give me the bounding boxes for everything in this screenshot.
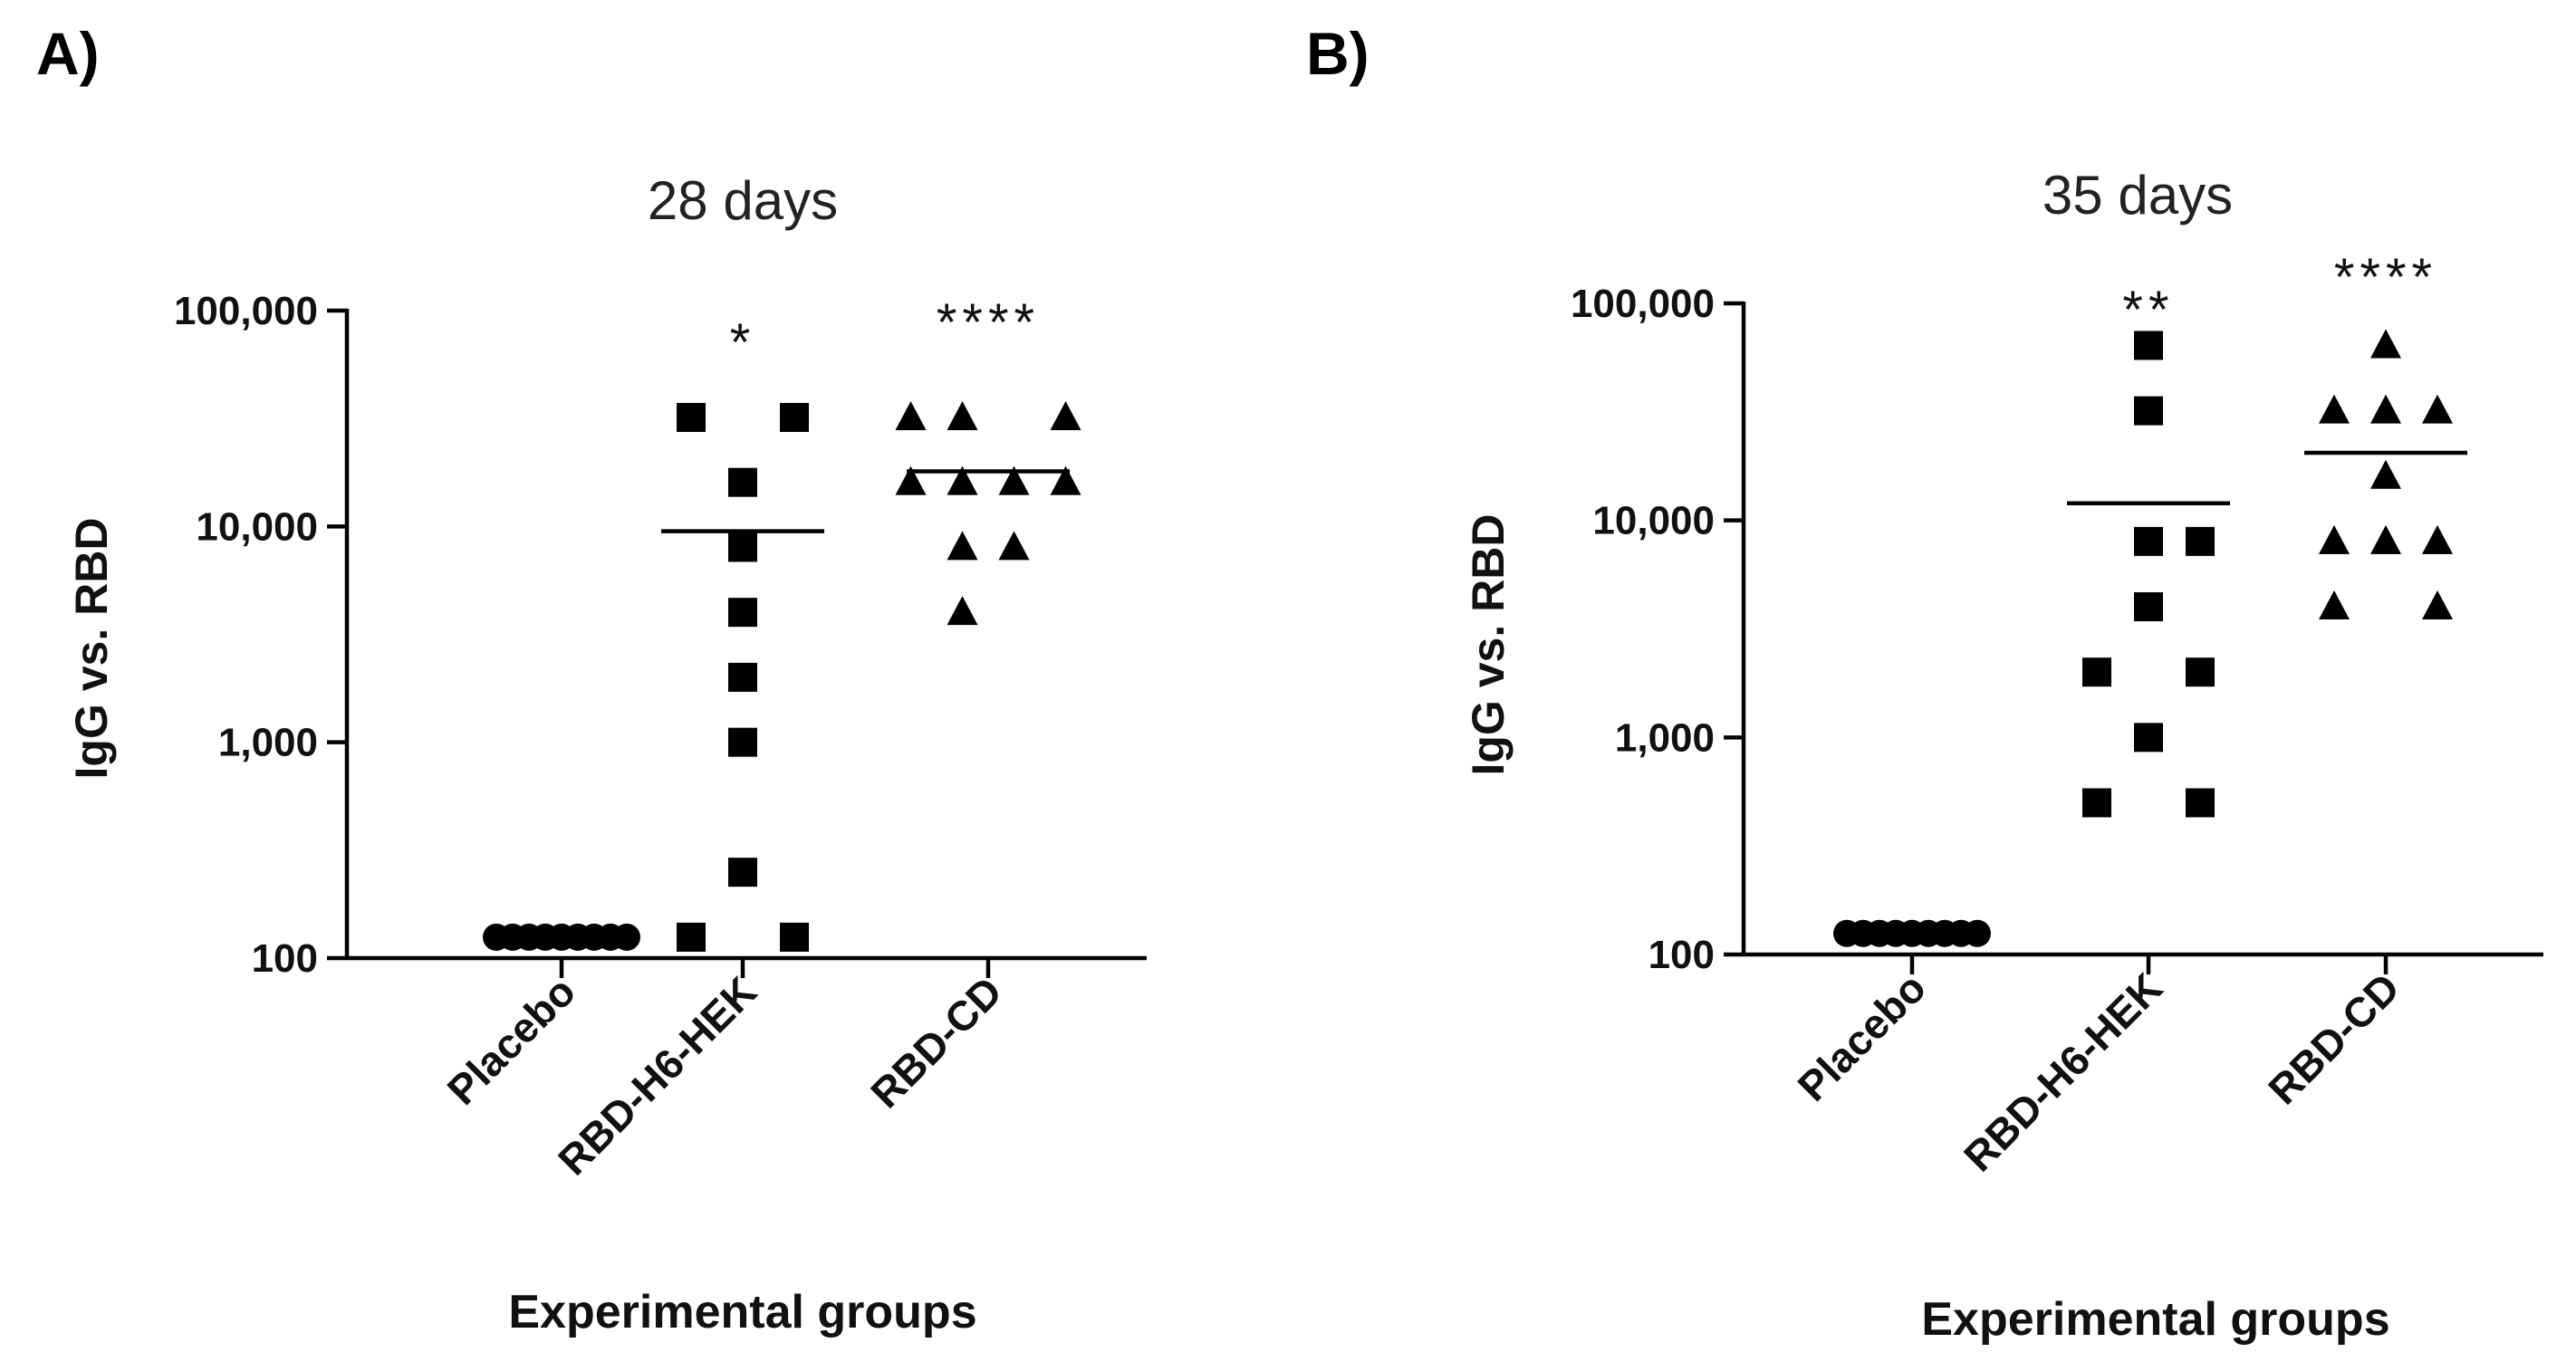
y-tick-labels: 100 1,000 10,000 100,000 bbox=[174, 289, 318, 981]
x-tick-label-rbd-cd: RBD-CD bbox=[2259, 964, 2408, 1113]
data-point bbox=[728, 467, 757, 497]
data-point bbox=[677, 922, 706, 952]
data-point bbox=[728, 727, 757, 757]
panel-a: A) 28 days IgG vs. RBD Experimental grou… bbox=[36, 20, 1147, 1338]
data-point bbox=[2134, 396, 2163, 426]
data-point bbox=[2422, 590, 2453, 620]
y-tick-label: 10,000 bbox=[196, 504, 318, 549]
data-point bbox=[2082, 788, 2111, 818]
data-point bbox=[780, 402, 809, 432]
data-point bbox=[2422, 524, 2453, 554]
data-point bbox=[728, 532, 757, 562]
data-point bbox=[2422, 394, 2453, 424]
panel-letter: B) bbox=[1306, 20, 1370, 87]
x-tick-label-placebo: Placebo bbox=[1789, 964, 1936, 1110]
data-point bbox=[998, 465, 1030, 495]
y-tick-label: 100 bbox=[1648, 933, 1715, 977]
y-axis-label: IgG vs. RBD bbox=[66, 518, 117, 780]
data-point bbox=[2319, 590, 2350, 620]
data-point bbox=[1050, 400, 1081, 430]
y-tick-label: 100 bbox=[252, 936, 318, 981]
panel-letter: A) bbox=[36, 20, 100, 87]
data-point bbox=[947, 596, 978, 626]
data-point bbox=[728, 598, 757, 628]
x-tick-labels: Placebo RBD-H6-HEK RBD-CD bbox=[438, 967, 1012, 1184]
y-tick-label: 100,000 bbox=[174, 289, 318, 333]
data-point bbox=[780, 922, 809, 952]
y-tick-label: 1,000 bbox=[218, 721, 318, 765]
data-point bbox=[895, 400, 927, 430]
data-point bbox=[998, 531, 1030, 561]
data-point bbox=[613, 923, 640, 951]
data-point bbox=[2319, 394, 2350, 424]
data-point bbox=[2134, 526, 2163, 556]
x-tick-labels: Placebo RBD-H6-HEK RBD-CD bbox=[1789, 964, 2409, 1180]
data-point bbox=[2186, 788, 2215, 818]
data-point bbox=[2134, 723, 2163, 753]
y-axis-label: IgG vs. RBD bbox=[1463, 514, 1514, 776]
data-point bbox=[1050, 465, 1081, 495]
significance-label: **** bbox=[2334, 248, 2437, 307]
y-tick-label: 10,000 bbox=[1592, 499, 1715, 543]
data-point bbox=[947, 400, 978, 430]
plot-area bbox=[1724, 301, 2543, 974]
significance-label: **** bbox=[937, 293, 1040, 352]
data-point bbox=[947, 531, 978, 561]
data-point bbox=[2082, 657, 2111, 687]
data-point bbox=[2319, 524, 2350, 554]
data-point bbox=[947, 465, 978, 495]
data-point bbox=[2134, 592, 2163, 622]
x-axis-label: Experimental groups bbox=[508, 1286, 976, 1338]
data-point bbox=[895, 465, 927, 495]
x-tick-label-rbd-cd: RBD-CD bbox=[861, 967, 1011, 1117]
data-point bbox=[728, 662, 757, 692]
data-point bbox=[2186, 657, 2215, 687]
y-tick-label: 1,000 bbox=[1615, 715, 1715, 760]
x-axis-label: Experimental groups bbox=[1921, 1293, 2389, 1346]
data-point bbox=[2134, 331, 2163, 360]
data-point bbox=[728, 858, 757, 887]
data-point bbox=[2370, 394, 2401, 424]
data-point bbox=[677, 402, 706, 432]
y-tick-labels: 100 1,000 10,000 100,000 bbox=[1571, 282, 1715, 977]
x-tick-label-rbd-h6-hek: RBD-H6-HEK bbox=[1955, 964, 2171, 1180]
data-point bbox=[2370, 459, 2401, 489]
panel-b: B) 35 days IgG vs. RBD Experimental grou… bbox=[1306, 20, 2543, 1346]
significance-label: ** bbox=[2122, 281, 2174, 340]
data-point bbox=[1964, 919, 1991, 947]
significance-labels: * **** bbox=[730, 293, 1040, 372]
chart-title: 35 days bbox=[2043, 165, 2233, 225]
x-tick-label-placebo: Placebo bbox=[438, 967, 585, 1114]
significance-labels: ** **** bbox=[2122, 248, 2437, 340]
data-point bbox=[2370, 524, 2401, 554]
data-point bbox=[2186, 526, 2215, 556]
plot-area bbox=[327, 308, 1147, 978]
significance-label: * bbox=[730, 313, 756, 372]
chart-title: 28 days bbox=[648, 170, 838, 231]
y-tick-label: 100,000 bbox=[1571, 282, 1715, 326]
data-point bbox=[2370, 329, 2401, 359]
